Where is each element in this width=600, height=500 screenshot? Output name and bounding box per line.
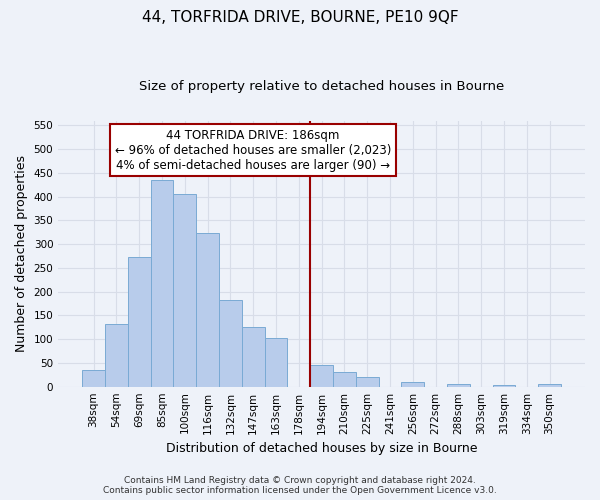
X-axis label: Distribution of detached houses by size in Bourne: Distribution of detached houses by size … <box>166 442 478 455</box>
Text: Contains HM Land Registry data © Crown copyright and database right 2024.
Contai: Contains HM Land Registry data © Crown c… <box>103 476 497 495</box>
Bar <box>82 370 105 386</box>
Text: 44, TORFRIDA DRIVE, BOURNE, PE10 9QF: 44, TORFRIDA DRIVE, BOURNE, PE10 9QF <box>142 10 458 25</box>
Y-axis label: Number of detached properties: Number of detached properties <box>15 155 28 352</box>
Bar <box>128 257 151 386</box>
Bar <box>538 384 561 386</box>
Bar <box>356 376 379 386</box>
Bar <box>219 300 242 386</box>
Bar <box>310 365 333 386</box>
Bar <box>401 382 424 386</box>
Bar <box>105 324 128 386</box>
Title: Size of property relative to detached houses in Bourne: Size of property relative to detached ho… <box>139 80 504 93</box>
Bar <box>265 338 287 386</box>
Text: 44 TORFRIDA DRIVE: 186sqm
← 96% of detached houses are smaller (2,023)
4% of sem: 44 TORFRIDA DRIVE: 186sqm ← 96% of detac… <box>115 128 391 172</box>
Bar <box>242 327 265 386</box>
Bar <box>196 233 219 386</box>
Bar <box>333 372 356 386</box>
Bar <box>447 384 470 386</box>
Bar <box>151 180 173 386</box>
Bar <box>173 194 196 386</box>
